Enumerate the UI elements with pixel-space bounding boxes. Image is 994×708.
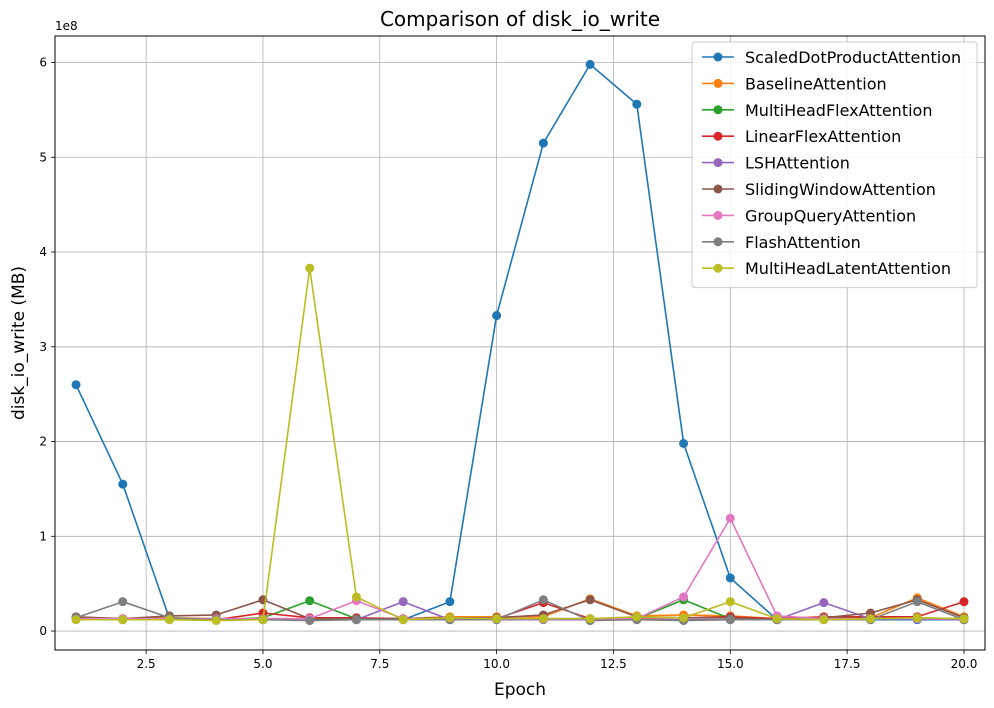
legend-label: ScaledDotProductAttention bbox=[745, 48, 961, 67]
legend-swatch-marker bbox=[713, 237, 723, 247]
data-point bbox=[71, 615, 81, 625]
legend-swatch-marker bbox=[713, 131, 723, 141]
legend-swatch-marker bbox=[713, 158, 723, 168]
legend-entry: LinearFlexAttention bbox=[702, 127, 901, 146]
data-point bbox=[492, 311, 502, 321]
legend-label: MultiHeadLatentAttention bbox=[745, 259, 951, 278]
x-axis-label: Epoch bbox=[494, 680, 546, 700]
legend-swatch-marker bbox=[713, 184, 723, 194]
data-point bbox=[585, 59, 595, 69]
data-point bbox=[398, 597, 408, 607]
series-lines bbox=[71, 59, 969, 626]
legend-label: SlidingWindowAttention bbox=[745, 180, 936, 199]
data-point bbox=[118, 615, 128, 625]
data-point bbox=[819, 615, 829, 625]
legend-entry: LSHAttention bbox=[702, 154, 850, 173]
data-point bbox=[959, 597, 969, 607]
data-point bbox=[632, 99, 642, 109]
data-point bbox=[398, 615, 408, 625]
y-tick-label: 5 bbox=[39, 150, 47, 164]
legend-label: FlashAttention bbox=[745, 233, 861, 252]
data-point bbox=[866, 614, 876, 624]
data-point bbox=[912, 613, 922, 623]
data-point bbox=[492, 614, 502, 624]
y-axis-label: disk_io_write (MB) bbox=[9, 266, 29, 420]
legend: ScaledDotProductAttention BaselineAttenti… bbox=[691, 41, 978, 289]
x-tick-label: 10.0 bbox=[483, 657, 510, 671]
data-point bbox=[351, 615, 361, 625]
data-point bbox=[538, 138, 548, 148]
x-tick-label: 12.5 bbox=[600, 657, 627, 671]
data-point bbox=[164, 615, 174, 625]
data-point bbox=[632, 612, 642, 622]
data-point bbox=[585, 595, 595, 605]
y-offset-label: 1e8 bbox=[55, 19, 78, 33]
x-tick-label: 5.0 bbox=[253, 657, 272, 671]
data-point bbox=[211, 616, 221, 626]
legend-entry: MultiHeadFlexAttention bbox=[702, 101, 932, 120]
data-point bbox=[819, 598, 829, 608]
data-point bbox=[585, 614, 595, 624]
plot-area-frame bbox=[54, 35, 986, 651]
data-point bbox=[118, 479, 128, 489]
data-point bbox=[351, 592, 361, 602]
data-point bbox=[538, 595, 548, 605]
legend-swatch-marker bbox=[713, 105, 723, 115]
data-point bbox=[71, 380, 81, 390]
x-tick-label: 20.0 bbox=[951, 657, 978, 671]
legend-box bbox=[691, 41, 978, 289]
legend-swatch-marker bbox=[713, 263, 723, 273]
x-tick-label: 17.5 bbox=[834, 657, 861, 671]
legend-entry: FlashAttention bbox=[702, 233, 861, 252]
y-tick-label: 1 bbox=[39, 529, 47, 543]
data-point bbox=[305, 263, 315, 273]
data-point bbox=[679, 613, 689, 623]
legend-entry: GroupQueryAttention bbox=[702, 206, 916, 225]
legend-swatch-marker bbox=[713, 78, 723, 88]
data-point bbox=[258, 615, 268, 625]
legend-label: BaselineAttention bbox=[745, 74, 887, 93]
data-point bbox=[445, 613, 455, 623]
data-point bbox=[725, 573, 735, 583]
data-point bbox=[772, 614, 782, 624]
data-point bbox=[305, 616, 315, 626]
y-tick-label: 3 bbox=[39, 340, 47, 354]
data-point bbox=[959, 614, 969, 624]
data-point bbox=[912, 597, 922, 607]
legend-entry: SlidingWindowAttention bbox=[702, 180, 936, 199]
series-MultiHeadLatentAttention bbox=[71, 263, 969, 626]
legend-entry: MultiHeadLatentAttention bbox=[702, 259, 951, 278]
data-point bbox=[679, 592, 689, 602]
legend-label: GroupQueryAttention bbox=[745, 206, 916, 225]
legend-swatch-marker bbox=[713, 52, 723, 62]
data-point bbox=[118, 597, 128, 607]
data-point bbox=[679, 438, 689, 448]
x-tick-label: 7.5 bbox=[370, 657, 389, 671]
legend-entry: BaselineAttention bbox=[702, 74, 887, 93]
series-line bbox=[76, 267, 965, 622]
y-tick-label: 4 bbox=[39, 245, 47, 259]
x-tick-label: 15.0 bbox=[717, 657, 744, 671]
y-tick-label: 2 bbox=[39, 435, 47, 449]
data-point bbox=[725, 513, 735, 523]
axis-ticks: 2.5 5.0 7.5 10.0 12.5 15.0 17.5 20.0 0 1 2 3 4 5 6 bbox=[39, 56, 977, 671]
legend-swatch-marker bbox=[713, 210, 723, 220]
data-point bbox=[305, 596, 315, 606]
data-point bbox=[538, 614, 548, 624]
legend-entry: ScaledDotProductAttention bbox=[702, 48, 961, 67]
legend-label: MultiHeadFlexAttention bbox=[745, 101, 932, 120]
legend-label: LSHAttention bbox=[745, 154, 850, 173]
legend-label: LinearFlexAttention bbox=[745, 127, 901, 146]
data-point bbox=[445, 597, 455, 607]
x-tick-label: 2.5 bbox=[137, 657, 156, 671]
chart-title: Comparison of disk_io_write bbox=[380, 7, 660, 31]
data-point bbox=[725, 615, 735, 625]
y-tick-label: 0 bbox=[39, 624, 47, 638]
data-point bbox=[725, 597, 735, 607]
y-tick-label: 6 bbox=[39, 56, 47, 70]
